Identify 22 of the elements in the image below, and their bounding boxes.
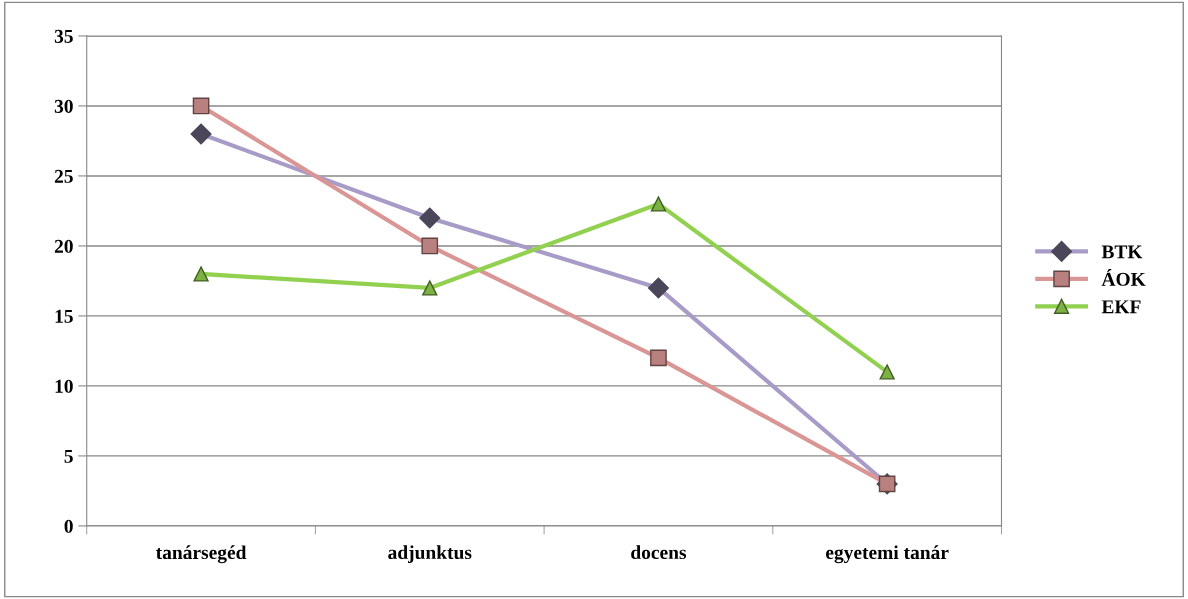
x-tick-label: adjunktus xyxy=(388,545,472,563)
y-tick-label: 25 xyxy=(54,169,73,183)
point xyxy=(650,196,667,212)
y-tick-label: 5 xyxy=(64,449,73,463)
y-tick-label: 30 xyxy=(54,99,73,113)
point xyxy=(192,97,210,115)
point xyxy=(422,280,438,296)
y-tick-label: 15 xyxy=(55,309,73,323)
x-tick-label: tanársegéd xyxy=(156,545,247,564)
y-tick-label: 0 xyxy=(64,519,73,533)
y-tick-label: 20 xyxy=(54,239,73,253)
x-tick-label: docens xyxy=(631,545,687,560)
point xyxy=(193,266,209,282)
point xyxy=(421,237,439,255)
point xyxy=(650,349,667,367)
legend-label: ÁOK xyxy=(1101,269,1146,286)
point xyxy=(879,364,895,380)
y-tick-label: 10 xyxy=(55,379,73,393)
legend-label: BTK xyxy=(1101,245,1143,259)
legend-label: EKF xyxy=(1101,300,1141,314)
x-tick-label: egyetemi tanár xyxy=(825,545,949,564)
y-tick-label: 35 xyxy=(54,29,73,43)
